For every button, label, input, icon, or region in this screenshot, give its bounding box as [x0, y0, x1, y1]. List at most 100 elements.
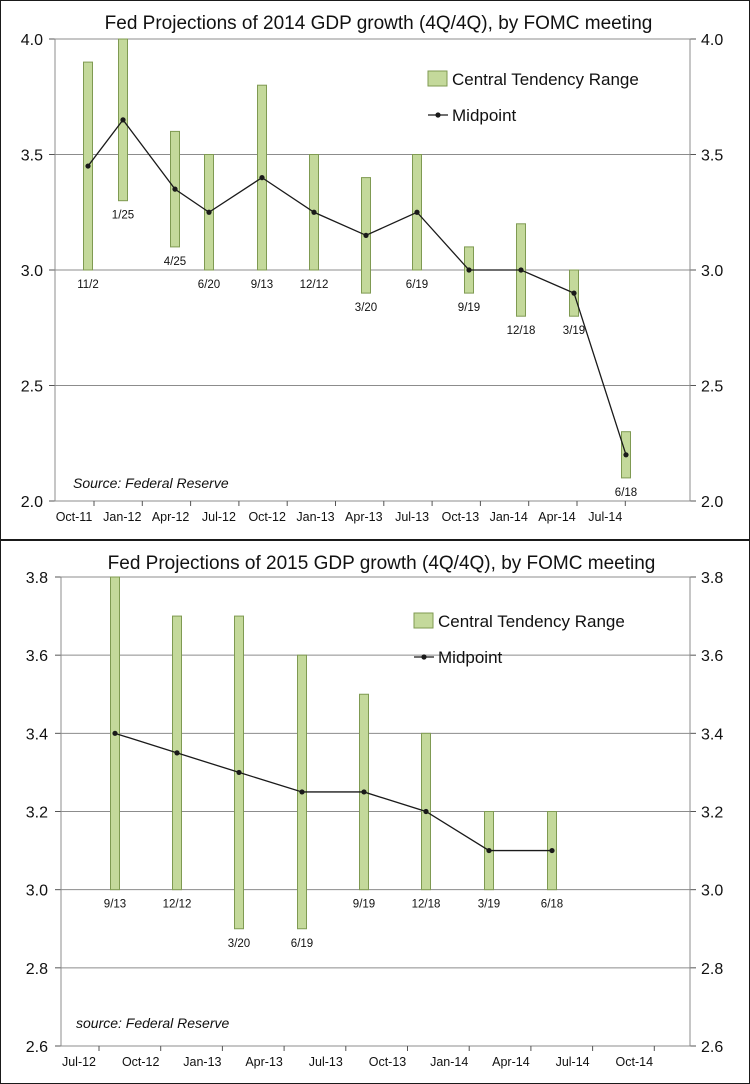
meeting-date-label: 1/25	[112, 210, 134, 222]
midpoint-marker	[623, 452, 629, 458]
x-tick-label: Oct-13	[369, 1055, 407, 1069]
legend-range-swatch	[413, 612, 434, 629]
meeting-date-label: 9/13	[251, 279, 273, 291]
meeting-date-label: 12/18	[412, 899, 441, 911]
meeting-date-label: 6/20	[198, 279, 220, 291]
chart-2015-gdp-svg: Fed Projections of 2015 GDP growth (4Q/4…	[26, 553, 724, 1069]
midpoint-marker	[363, 232, 369, 238]
midpoint-marker	[311, 209, 317, 215]
midpoint-marker	[518, 267, 524, 273]
x-tick-label: Jul-12	[202, 510, 236, 524]
x-tick-label: Jul-13	[309, 1055, 343, 1069]
midpoint-marker	[174, 750, 180, 756]
source-note: source: Federal Reserve	[76, 1015, 230, 1031]
meeting-date-label: 9/13	[104, 899, 126, 911]
y-tick-label-right: 3.0	[701, 263, 723, 280]
y-tick-label-right: 3.6	[701, 648, 723, 665]
midpoint-marker	[571, 290, 577, 296]
meeting-date-label: 6/19	[406, 279, 428, 291]
y-tick-label-right: 2.8	[701, 961, 723, 978]
x-tick-label: Jul-13	[395, 510, 429, 524]
meeting-date-label: 3/19	[563, 325, 585, 337]
y-tick-label-right: 3.4	[701, 726, 723, 743]
meeting-date-label: 6/18	[541, 899, 563, 911]
midpoint-marker	[486, 847, 492, 854]
meeting-date-label: 6/19	[291, 938, 313, 950]
x-tick-label: Apr-13	[245, 1055, 283, 1069]
x-tick-label: Jan-13	[183, 1055, 221, 1069]
y-tick-label: 3.6	[26, 648, 48, 665]
x-tick-label: Oct-13	[442, 510, 480, 524]
y-tick-label: 3.8	[26, 570, 48, 587]
y-tick-label: 3.4	[26, 726, 48, 743]
x-tick-label: Oct-11	[56, 510, 93, 524]
y-tick-label: 4.0	[21, 32, 43, 49]
legend-range-label: Central Tendency Range	[438, 612, 625, 631]
y-tick-label: 3.0	[21, 263, 43, 280]
x-tick-label: Jan-12	[103, 510, 141, 524]
legend-midpoint-marker	[435, 112, 441, 118]
x-tick-label: Oct-12	[248, 510, 286, 524]
x-tick-label: Jul-14	[588, 510, 622, 524]
meeting-date-label: 3/20	[355, 302, 377, 314]
chart-2014-gdp-svg: Fed Projections of 2014 GDP growth (4Q/4…	[21, 13, 724, 524]
midpoint-marker	[414, 209, 420, 215]
x-tick-label: Apr-14	[492, 1055, 530, 1069]
y-tick-label: 3.2	[26, 805, 48, 822]
legend-midpoint-marker	[421, 654, 427, 660]
midpoint-marker	[361, 789, 367, 795]
midpoint-line	[114, 732, 552, 852]
midpoint-marker	[236, 769, 242, 776]
x-tick-label: Jan-13	[296, 510, 334, 524]
plot-frame	[60, 576, 691, 1047]
midpoint-marker	[172, 186, 178, 192]
y-tick-label-right: 3.0	[701, 883, 723, 900]
chart-title: Fed Projections of 2015 GDP growth (4Q/4…	[108, 553, 656, 574]
chart-panel-2015-gdp: Fed Projections of 2015 GDP growth (4Q/4…	[0, 540, 750, 1084]
y-tick-label: 3.5	[21, 148, 43, 165]
legend-range-label: Central Tendency Range	[452, 70, 639, 89]
x-tick-label: Jul-14	[556, 1055, 590, 1069]
legend-range-swatch	[427, 70, 448, 87]
meeting-date-label: 12/18	[507, 325, 536, 337]
y-tick-label-right: 2.5	[701, 379, 723, 396]
midpoint-marker	[206, 209, 212, 215]
y-tick-label: 3.0	[26, 883, 48, 900]
midpoint-marker	[423, 808, 429, 815]
x-tick-label: Apr-12	[152, 510, 190, 524]
chart-title: Fed Projections of 2014 GDP growth (4Q/4…	[105, 13, 653, 34]
x-tick-label: Oct-14	[616, 1055, 654, 1069]
x-tick-label: Jan-14	[430, 1055, 468, 1069]
midpoint-marker	[259, 175, 265, 181]
y-tick-label: 2.8	[26, 961, 48, 978]
chart-panel-2014-gdp: Fed Projections of 2014 GDP growth (4Q/4…	[0, 0, 750, 540]
y-tick-label: 2.0	[21, 494, 43, 511]
midpoint-marker	[549, 847, 555, 854]
meeting-date-label: 4/25	[164, 256, 186, 268]
meeting-date-label: 12/12	[163, 899, 192, 911]
midpoint-marker	[466, 267, 472, 273]
meeting-date-label: 3/20	[228, 938, 250, 950]
midpoint-marker	[299, 789, 305, 795]
y-tick-label-right: 2.6	[701, 1039, 723, 1056]
midpoint-marker	[85, 163, 91, 169]
x-tick-label: Apr-13	[345, 510, 383, 524]
y-tick-label-right: 3.2	[701, 805, 723, 822]
y-tick-label: 2.5	[21, 379, 43, 396]
x-tick-label: Apr-14	[538, 510, 576, 524]
y-tick-label-right: 3.8	[701, 570, 723, 587]
midpoint-line	[87, 118, 627, 455]
source-note: Source: Federal Reserve	[73, 475, 229, 491]
midpoint-marker	[112, 730, 118, 736]
y-tick-label-right: 3.5	[701, 148, 723, 165]
y-tick-label-right: 2.0	[701, 494, 723, 511]
meeting-date-label: 9/19	[353, 899, 375, 911]
midpoint-marker	[120, 117, 126, 123]
x-tick-label: Oct-12	[122, 1055, 160, 1069]
x-tick-label: Jan-14	[490, 510, 528, 524]
meeting-date-label: 6/18	[615, 487, 637, 499]
meeting-date-label: 3/19	[478, 899, 500, 911]
y-tick-label-right: 4.0	[701, 32, 723, 49]
legend-midpoint-label: Midpoint	[452, 106, 517, 125]
legend-midpoint-label: Midpoint	[438, 648, 503, 667]
